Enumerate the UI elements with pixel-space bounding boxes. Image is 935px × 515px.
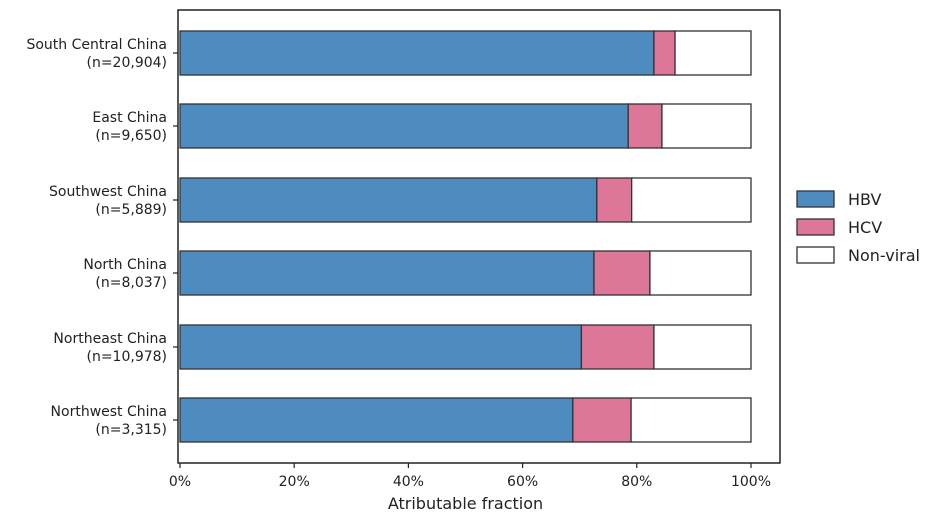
- x-tick-label: 20%: [279, 474, 310, 490]
- x-tick-label: 0%: [169, 474, 191, 490]
- category-label: North China (n=8,037): [83, 257, 167, 291]
- bar-hcv-5: [580, 324, 655, 370]
- legend-swatch-hcv: [796, 218, 835, 236]
- x-tick-label: 40%: [393, 474, 424, 490]
- bar-non-viral-1: [674, 30, 752, 76]
- bar-hcv-4: [593, 250, 651, 296]
- x-axis-title: Atributable fraction: [388, 494, 543, 513]
- category-label: Northwest China (n=3,315): [51, 404, 167, 438]
- bar-hbv-3: [179, 177, 598, 223]
- bar-non-viral-2: [661, 103, 752, 149]
- plot-frame: [177, 9, 781, 464]
- bar-non-viral-3: [631, 177, 752, 223]
- bar-hbv-4: [179, 250, 595, 296]
- legend-label-non-viral: Non-viral: [848, 246, 920, 265]
- x-tick-label: 60%: [507, 474, 538, 490]
- legend-swatch-hbv: [796, 190, 835, 208]
- category-label: Northeast China (n=10,978): [53, 331, 167, 365]
- legend-swatch-non-viral: [796, 246, 835, 264]
- bar-hbv-5: [179, 324, 583, 370]
- category-label: Southwest China (n=5,889): [49, 184, 167, 218]
- bar-hcv-2: [627, 103, 663, 149]
- bar-hcv-6: [572, 397, 632, 443]
- bar-non-viral-4: [649, 250, 752, 296]
- bar-hbv-2: [179, 103, 629, 149]
- bar-non-viral-6: [630, 397, 752, 443]
- bar-non-viral-5: [653, 324, 752, 370]
- bar-hcv-3: [596, 177, 633, 223]
- x-tick-label: 100%: [731, 474, 771, 490]
- bar-hcv-1: [653, 30, 676, 76]
- legend-label-hbv: HBV: [848, 190, 882, 209]
- x-tick-label: 80%: [621, 474, 652, 490]
- category-label: South Central China (n=20,904): [26, 37, 167, 71]
- bar-hbv-1: [179, 30, 655, 76]
- legend-label-hcv: HCV: [848, 218, 882, 237]
- category-label: East China (n=9,650): [92, 110, 167, 144]
- bar-hbv-6: [179, 397, 574, 443]
